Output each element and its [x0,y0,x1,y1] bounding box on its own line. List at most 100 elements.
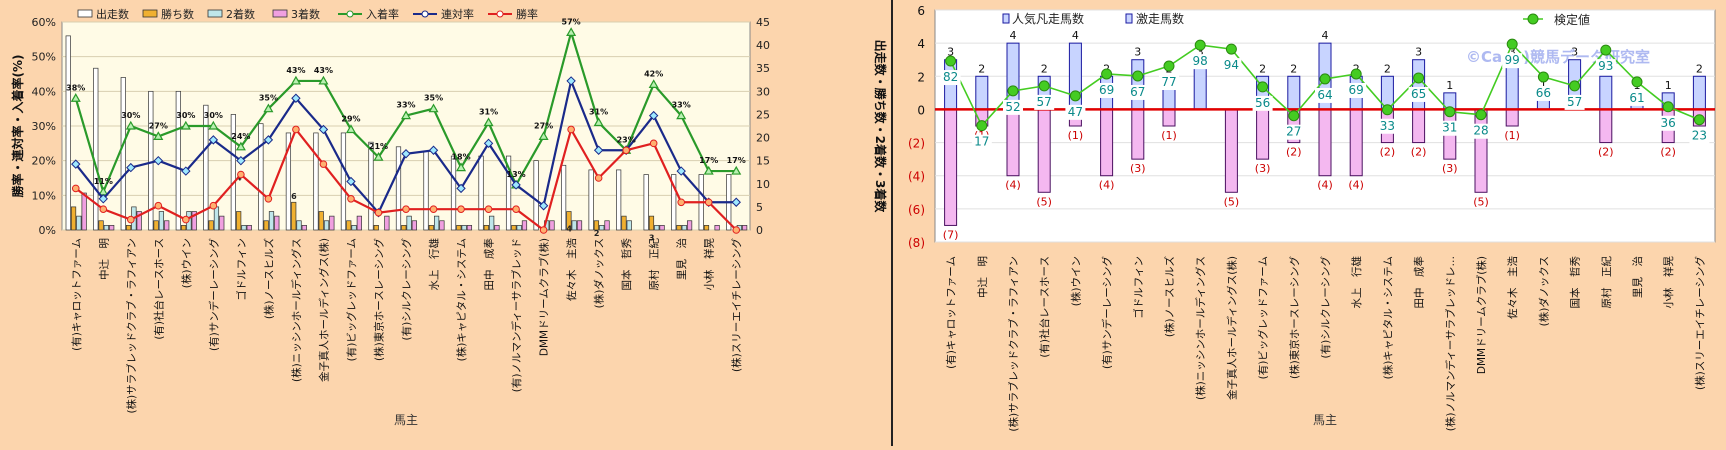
y-tick-label: 6 [917,4,925,18]
category-label: 里見 治 [1631,256,1644,298]
bar-出走数 [175,90,181,231]
marker-検定値 [1101,68,1113,80]
marker-検定値 [1569,80,1581,92]
line-value-label: 23 [1692,129,1707,143]
bar-出走数 [616,169,622,231]
bar-2着数 [296,220,302,231]
bar-3着数 [164,220,170,231]
marker-勝率 [732,226,741,234]
marker-検定値 [1194,39,1206,51]
marker-勝率 [429,205,438,213]
bar-出走数 [258,123,264,231]
y-tick-label: 0 [917,103,925,117]
bar-出走数 [450,155,457,231]
legend-label: 3着数 [291,7,320,21]
bar-value-label: (2) [1598,146,1614,159]
bar-勝ち数 [181,225,187,231]
y-tick-label: 40% [32,85,56,98]
category-label: (株)ダノックス [593,238,606,308]
data-label-bg [1065,104,1086,120]
bar-value-label: 3 [649,234,655,243]
data-label-bg [1533,85,1554,101]
category-label: (有)キャロットファーム [70,238,83,351]
legend-marker [346,10,354,18]
bar-人気凡走馬数 [1256,108,1270,160]
bar-value-label: (5) [1473,195,1489,208]
marker-勝率 [209,201,218,210]
bar-3着数 [356,215,362,231]
data-label-bg [1346,82,1367,98]
line-value-label: 33% [672,101,691,110]
line-value-label: 31% [479,108,498,117]
legend-label: 激走馬数 [1136,11,1184,26]
marker-検定値 [1662,101,1674,113]
marker-検定値 [1537,71,1549,83]
bar-value-label: 3 [1197,46,1204,59]
bar-出走数 [65,35,71,231]
line-value-label: 18% [451,153,470,162]
bar-3着数 [136,211,142,231]
bar-value-label: (4) [1005,179,1021,192]
bar-人気凡走馬数 [1412,108,1426,144]
bar-人気凡走馬数 [1100,108,1114,177]
bar-2着数 [626,220,632,231]
marker-検定値 [1225,43,1237,55]
line-value-label: 11% [94,177,113,186]
y2-tick-label: 25 [756,108,770,121]
legend-swatch [272,9,288,18]
category-label: (株)スリーエイチレーシング [1693,256,1706,390]
upset-test-chart: (8) (6) (4) (2) 0 2 4 6 3 (7) 2 (1) 4 (4) 2 (5) 4 (1) 2 (4)… [908,4,1716,432]
y-tick-label: 0% [39,224,56,237]
y2-tick-label: 20 [756,132,770,145]
data-label-bg [1283,124,1304,140]
data-label-bg [1471,123,1491,139]
bar-value-label: 1 [1446,79,1453,92]
marker-勝率 [292,125,300,134]
category-label: 金子真人ホールディングス(株) [1225,256,1238,400]
bar-人気凡走馬数 [944,108,958,226]
y2-tick-label: 0 [756,224,763,237]
bar-3着数 [81,192,87,231]
category-label: 原村 正紀 [648,238,661,291]
legend-marker [496,10,504,18]
line-value-label: 29% [341,114,360,123]
bar-出走数 [148,90,154,231]
category-label: 国本 哲秀 [1569,256,1582,309]
category-label: (有)サンデーレーシング [207,238,220,351]
bar-2着数 [158,211,165,231]
marker-検定値 [1319,73,1331,85]
marker-連対率 [456,183,466,194]
category-label: 田中 成奉 [483,238,496,291]
legend-swatch [1002,13,1010,24]
category-label: (株)サラブレッドクラブ・ラフィアン [1007,256,1020,432]
upset-test-chart-panel: (8) (6) (4) (2) 0 2 4 6 3 (7) 2 (1) 4 (4) 2 (5) 4 (1) 2 (4)… [893,0,1726,446]
line-value-label: 30% [204,111,223,120]
line-value-label: 57 [1567,95,1582,109]
line-value-label: 82 [943,70,958,84]
marker-連対率 [71,159,81,169]
legend-label: 出走数 [96,7,129,21]
line-value-label: 56 [1255,96,1270,110]
bar-勝ち数 [566,211,572,231]
bar-value-label: 3 [947,46,954,59]
category-label: (株)ウイン [1069,256,1082,306]
marker-勝率 [374,208,383,217]
marker-入着率 [373,151,384,161]
marker-連対率 [291,93,301,103]
marker-入着率 [125,120,136,130]
bar-value-label: (1) [1504,129,1520,142]
bar-value-label: (5) [1224,195,1240,208]
legend-label: 人気凡走馬数 [1012,11,1084,26]
bar-激走馬数 [975,75,989,110]
bar-2着数 [654,225,660,231]
marker-入着率 [263,103,274,113]
data-label-bg [1315,87,1335,103]
bar-勝ち数 [70,206,77,231]
category-label: (株)ニッシンホールディングス [1194,256,1207,400]
marker-検定値 [1350,68,1362,80]
line-value-label: 27% [149,121,168,130]
marker-入着率 [593,117,604,127]
marker-連対率 [318,124,329,135]
category-label: (株)東京ホースレーシング [1288,256,1301,379]
bar-人気凡走馬数 [1349,108,1363,177]
